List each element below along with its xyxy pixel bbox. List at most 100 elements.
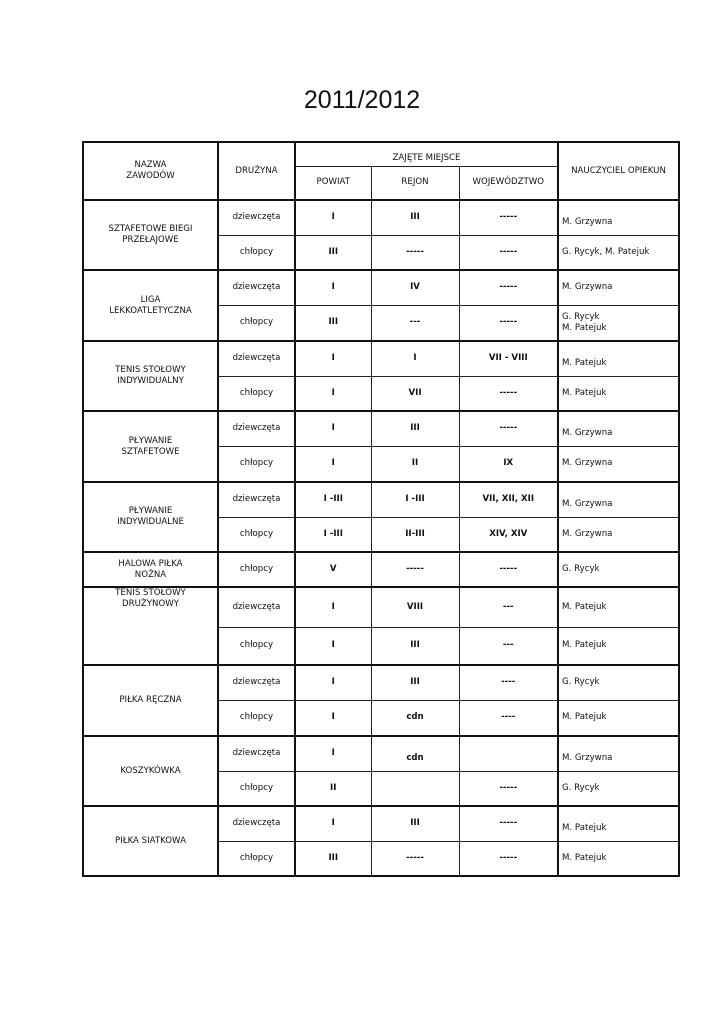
header-places: ZAJĘTE MIEJSCE <box>294 141 559 167</box>
teacher-cell: M. Grzywna <box>557 199 680 236</box>
woj-cell <box>458 735 559 772</box>
rejon-cell: I -III <box>370 481 460 518</box>
rejon-cell: III <box>370 805 460 842</box>
powiat-cell: III <box>294 840 372 877</box>
powiat-cell: I <box>294 410 372 447</box>
team-cell: chłopcy <box>217 234 296 271</box>
powiat-cell: I <box>294 626 372 666</box>
team-cell: chłopcy <box>217 375 296 412</box>
team-cell: dziewczęta <box>217 735 296 772</box>
rejon-cell: III <box>370 664 460 701</box>
table-row: PIŁKA RĘCZNA dziewczęta I III ---- G. Rycyk <box>82 664 680 737</box>
powiat-cell: II <box>294 770 372 807</box>
header-rejon: REJON <box>370 165 460 201</box>
table-row: chłopcy II ----- G. Rycyk <box>83 770 680 807</box>
team-cell: chłopcy <box>217 516 296 553</box>
table-row: LIGA LEKKOATLETYCZNA dziewczęta I IV ----- M.… <box>82 269 680 342</box>
teacher-cell: M. Grzywna <box>557 481 680 518</box>
teacher-cell: G. Rycyk <box>557 551 680 588</box>
header-woj: WOJEWÓDZTWO <box>458 165 559 201</box>
team-cell: dziewczęta <box>217 481 296 518</box>
teacher-cell: M. Grzywna <box>557 445 680 483</box>
competition-name: PŁYWANIE INDYWIDUALNE <box>82 481 219 553</box>
table-row: chłopcy I II IX M. Grzywna <box>83 445 680 483</box>
competition-name: KOSZYKÓWKA <box>82 735 219 807</box>
woj-cell: ----- <box>458 234 559 271</box>
woj-cell: ----- <box>458 840 559 877</box>
table-row: chłopcy I VII ----- M. Patejuk <box>83 375 680 412</box>
team-cell: dziewczęta <box>217 805 296 842</box>
powiat-cell: I <box>294 340 372 377</box>
team-cell: chłopcy <box>217 626 296 666</box>
rejon-cell: III <box>370 199 460 236</box>
teacher-cell: M. Grzywna <box>557 735 680 772</box>
teacher-cell: M. Patejuk <box>557 840 680 877</box>
teacher-cell: G. Rycyk <box>557 770 680 807</box>
powiat-cell: I <box>294 805 372 842</box>
competition-name: HALOWA PIŁKA NOŻNA <box>82 551 219 588</box>
table-row: TENIS STOŁOWY DRUŻYNOWY dziewczęta I VIII --… <box>82 586 680 666</box>
powiat-cell: I <box>294 445 372 483</box>
table-row: chłopcy III ----- ----- G. Rycyk, M. Patejuk <box>83 234 680 271</box>
rejon-cell: II <box>370 445 460 483</box>
table-row: chłopcy III --- ----- G. Rycyk M. Patejuk <box>83 304 680 342</box>
rejon-cell: --- <box>370 304 460 342</box>
woj-cell: VII - VIII <box>458 340 559 377</box>
woj-cell: ---- <box>458 699 559 737</box>
team-cell: dziewczęta <box>217 199 296 236</box>
powiat-cell: I <box>294 199 372 236</box>
page-title: 2011/2012 <box>303 86 421 114</box>
teacher-cell: M. Patejuk <box>557 626 680 666</box>
woj-cell: VII, XII, XII <box>458 481 559 518</box>
rejon-cell: IV <box>370 269 460 306</box>
competition-name: PIŁKA RĘCZNA <box>82 664 219 737</box>
rejon-cell: II-III <box>370 516 460 553</box>
teacher-cell: M. Patejuk <box>557 340 680 377</box>
woj-cell: IX <box>458 445 559 483</box>
woj-cell: --- <box>458 626 559 666</box>
table-row: TENIS STOŁOWY INDYWIDUALNY dziewczęta I I VI… <box>82 340 680 412</box>
header-name: NAZWA ZAWODÓW <box>82 141 219 201</box>
teacher-cell: M. Grzywna <box>557 269 680 306</box>
powiat-cell: I <box>294 699 372 737</box>
powiat-cell: III <box>294 304 372 342</box>
powiat-cell: I <box>294 375 372 412</box>
teacher-cell: M. Patejuk <box>557 699 680 737</box>
team-cell: chłopcy <box>217 770 296 807</box>
team-cell: chłopcy <box>217 304 296 342</box>
competition-name: LIGA LEKKOATLETYCZNA <box>82 269 219 342</box>
teacher-cell: M. Grzywna <box>557 410 680 447</box>
rejon-cell: VII <box>370 375 460 412</box>
rejon-cell: III <box>370 626 460 666</box>
woj-cell: ---- <box>458 664 559 701</box>
table-row: PIŁKA SIATKOWA dziewczęta I III ----- M. Pate… <box>82 805 680 877</box>
header-name-text: NAZWA ZAWODÓW <box>126 160 175 181</box>
competition-name: TENIS STOŁOWY DRUŻYNOWY <box>82 586 219 666</box>
team-cell: chłopcy <box>217 699 296 737</box>
teacher-cell: G. Rycyk M. Patejuk <box>557 304 680 342</box>
team-cell: chłopcy <box>217 840 296 877</box>
rejon-cell <box>370 770 460 807</box>
team-cell: dziewczęta <box>217 340 296 377</box>
woj-cell: ----- <box>458 770 559 807</box>
team-cell: chłopcy <box>217 445 296 483</box>
powiat-cell: I <box>294 735 372 772</box>
results-table: NAZWA ZAWODÓW DRUŻYNA ZAJĘTE MIEJSCE NAU… <box>82 141 681 877</box>
rejon-cell: VIII <box>370 586 460 628</box>
rejon-cell: ----- <box>370 840 460 877</box>
teacher-cell: M. Patejuk <box>557 375 680 412</box>
rejon-cell: I <box>370 340 460 377</box>
table-row: chłopcy I III --- M. Patejuk <box>83 626 680 666</box>
header-teacher: NAUCZYCIEL OPIEKUN <box>557 141 680 201</box>
team-cell: dziewczęta <box>217 269 296 306</box>
teacher-cell: M. Patejuk <box>557 805 680 842</box>
team-cell: chłopcy <box>217 551 296 588</box>
team-cell: dziewczęta <box>217 586 296 628</box>
woj-cell: ----- <box>458 551 559 588</box>
powiat-cell: I -III <box>294 481 372 518</box>
competition-name: PŁYWANIE SZTAFETOWE <box>82 410 219 483</box>
teacher-cell: M. Patejuk <box>557 586 680 628</box>
competition-name: PIŁKA SIATKOWA <box>82 805 219 877</box>
